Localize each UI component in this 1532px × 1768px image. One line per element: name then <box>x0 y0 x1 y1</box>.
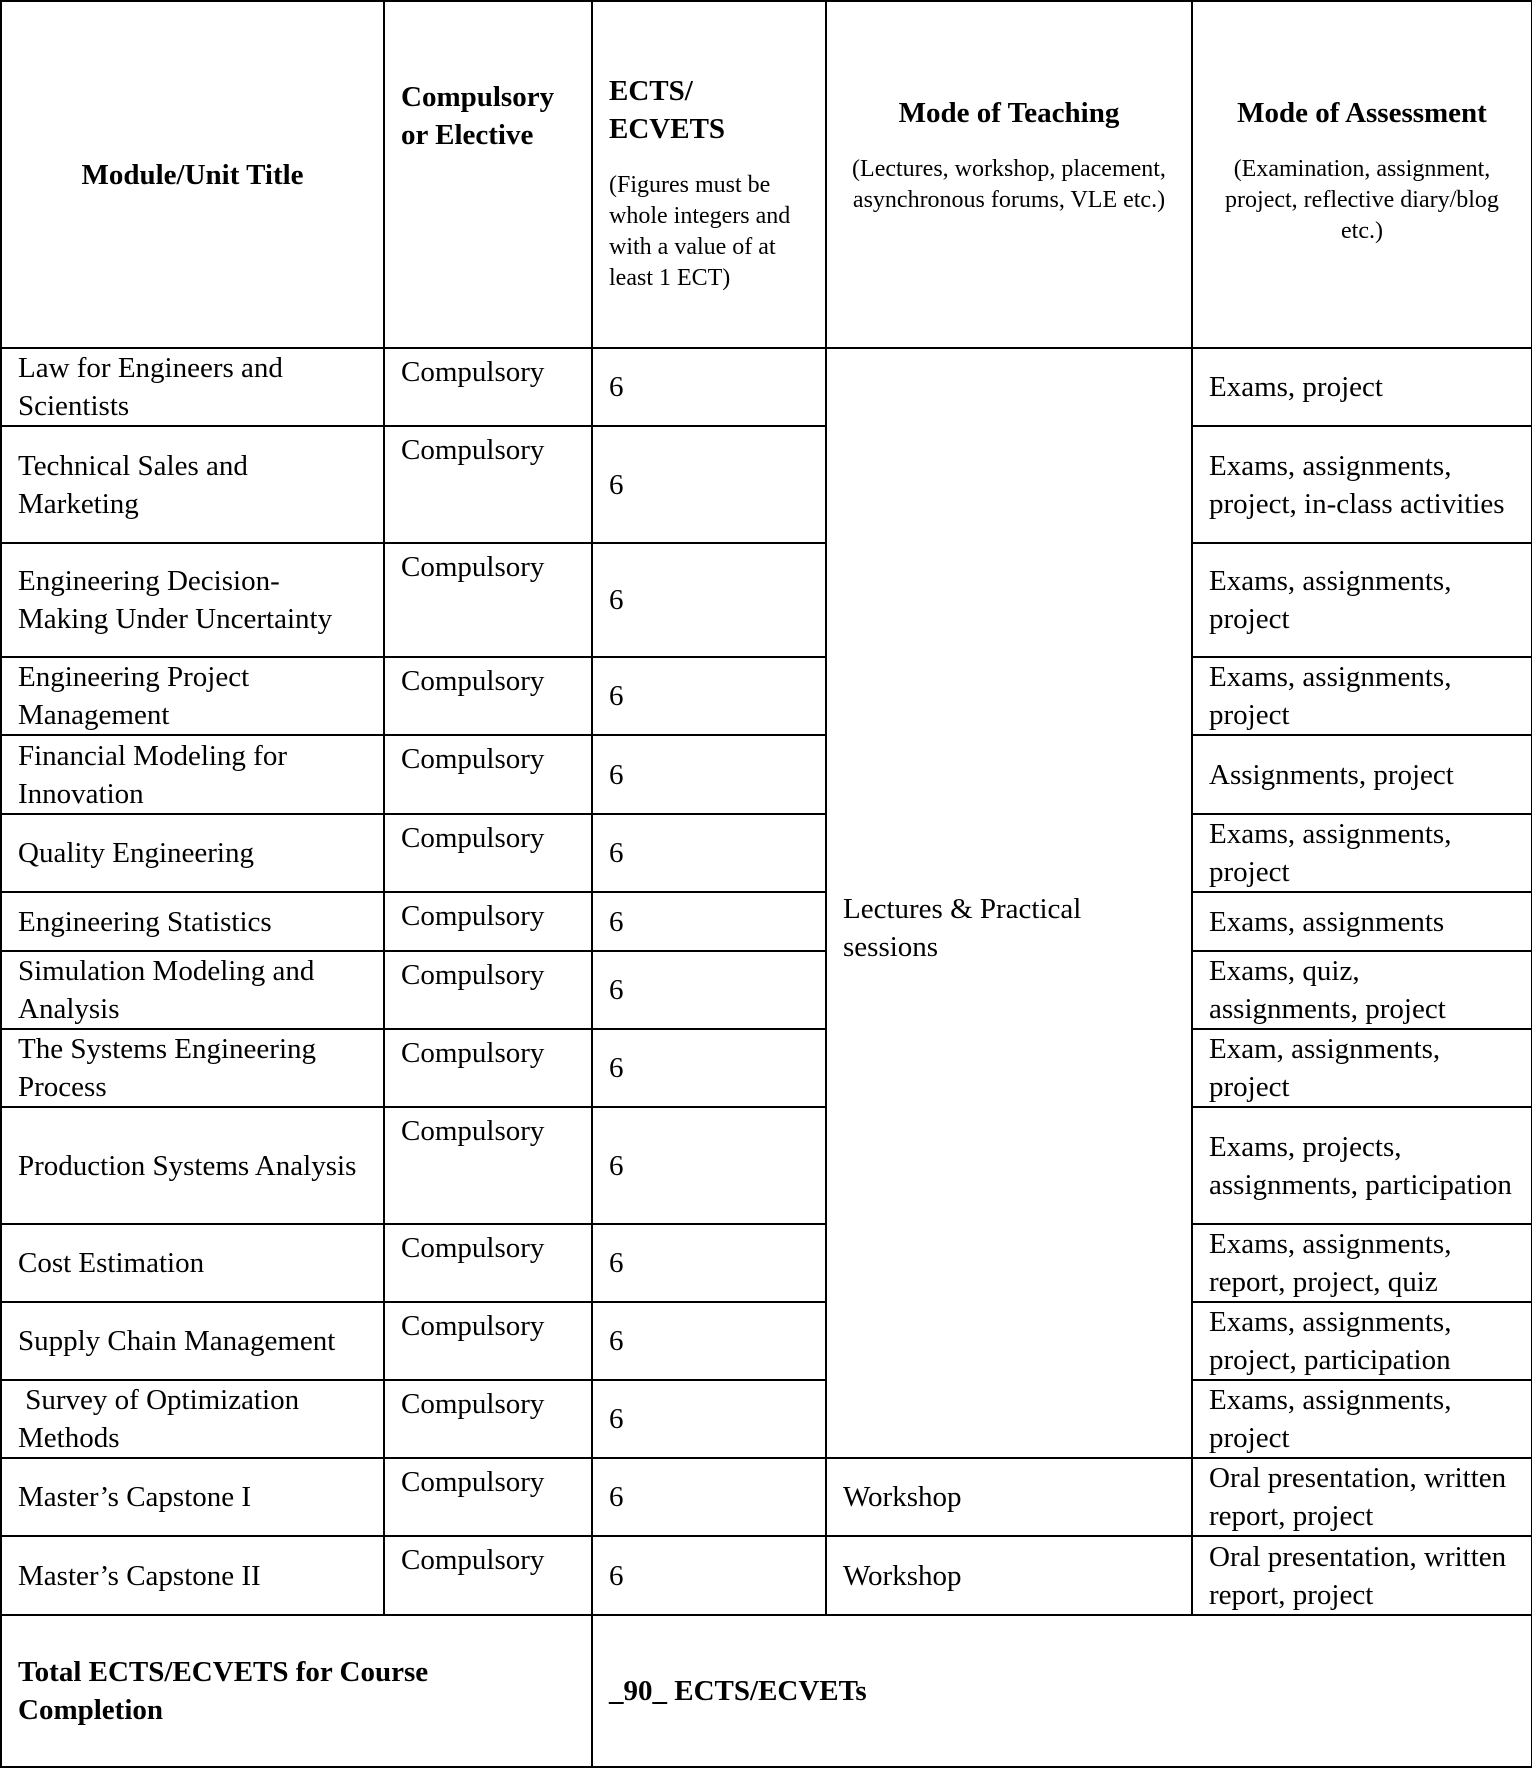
module-title: Supply Chain Management <box>0 1301 385 1381</box>
module-assessment: Exams, project <box>1191 347 1532 427</box>
module-ects: 6 <box>591 1106 827 1225</box>
module-assessment: Oral presentation, written report, proje… <box>1191 1535 1532 1616</box>
header-ects-label: ECTS/ ECVETS <box>609 75 726 145</box>
table-row: Engineering Project Management Compulsory… <box>0 656 1532 736</box>
module-ects: 6 <box>591 891 827 952</box>
module-ects: 6 <box>591 734 827 815</box>
table-row: Master’s Capstone II Compulsory 6 Workshop O… <box>0 1535 1532 1616</box>
module-ects: 6 <box>591 542 827 658</box>
module-title: Simulation Modeling and Analysis <box>0 950 385 1030</box>
total-label: Total ECTS/ECVETS for Course Completion <box>0 1614 593 1768</box>
module-type: Compulsory <box>383 1457 593 1537</box>
header-assessment-label: Mode of Assessment <box>1237 97 1487 129</box>
module-ects: 6 <box>591 1379 827 1459</box>
module-ects: 6 <box>591 1028 827 1108</box>
table-row: Engineering Decision-Making Under Uncert… <box>0 542 1532 658</box>
table-row: Cost Estimation Compulsory 6 Exams, assignm… <box>0 1223 1532 1303</box>
header-assessment-note: (Examination, assignment, project, refle… <box>1225 156 1499 244</box>
module-ects: 6 <box>591 1301 827 1381</box>
table-row: Survey of Optimization Methods Compulsory… <box>0 1379 1532 1459</box>
table-row: Production Systems Analysis Compulsory 6 Ex… <box>0 1106 1532 1225</box>
module-assessment: Exams, assignments, report, project, qui… <box>1191 1223 1532 1303</box>
module-title: Technical Sales and Marketing <box>0 425 385 544</box>
module-type: Compulsory <box>383 813 593 893</box>
table-row: Financial Modeling for Innovation Compuls… <box>0 734 1532 815</box>
module-assessment: Oral presentation, written report, proje… <box>1191 1457 1532 1537</box>
module-assessment: Exams, assignments, project <box>1191 813 1532 893</box>
module-title: Financial Modeling for Innovation <box>0 734 385 815</box>
module-assessment: Exams, assignments, project, in-class ac… <box>1191 425 1532 544</box>
module-type: Compulsory <box>383 656 593 736</box>
table-row: The Systems Engineering Process Compulsor… <box>0 1028 1532 1108</box>
module-assessment: Exams, assignments, project <box>1191 1379 1532 1459</box>
module-assessment: Exams, assignments, project <box>1191 542 1532 658</box>
module-title: Engineering Statistics <box>0 891 385 952</box>
header-teaching: Mode of Teaching (Lectures, workshop, pl… <box>825 0 1193 349</box>
header-title: Module/Unit Title <box>0 0 385 349</box>
module-type: Compulsory <box>383 542 593 658</box>
module-ects: 6 <box>591 347 827 427</box>
module-ects: 6 <box>591 813 827 893</box>
module-teaching: Workshop <box>825 1457 1193 1537</box>
table-row: Master’s Capstone I Compulsory 6 Workshop Or… <box>0 1457 1532 1537</box>
module-assessment: Exams, assignments, project, participati… <box>1191 1301 1532 1381</box>
module-title: The Systems Engineering Process <box>0 1028 385 1108</box>
table-row: Quality Engineering Compulsory 6 Exams, ass… <box>0 813 1532 893</box>
module-type: Compulsory <box>383 347 593 427</box>
module-title: Quality Engineering <box>0 813 385 893</box>
module-assessment: Assignments, project <box>1191 734 1532 815</box>
module-title: Engineering Project Management <box>0 656 385 736</box>
table-row: Supply Chain Management Compulsory 6 Exams,… <box>0 1301 1532 1381</box>
module-teaching-shared: Lectures & Practical sessions <box>825 347 1193 1459</box>
header-teaching-note: (Lectures, workshop, placement, asynchro… <box>852 156 1166 213</box>
module-type: Compulsory <box>383 1379 593 1459</box>
module-type: Compulsory <box>383 1301 593 1381</box>
module-title: Production Systems Analysis <box>0 1106 385 1225</box>
module-assessment: Exams, quiz, assignments, project <box>1191 950 1532 1030</box>
header-teaching-label: Mode of Teaching <box>898 97 1120 129</box>
module-type: Compulsory <box>383 950 593 1030</box>
table-row: Technical Sales and Marketing Compulsory 6… <box>0 425 1532 544</box>
module-assessment: Exams, projects, assignments, participat… <box>1191 1106 1532 1225</box>
module-type: Compulsory <box>383 425 593 544</box>
header-ects-note: (Figures must be whole integers and with… <box>609 172 791 291</box>
module-title: Cost Estimation <box>0 1223 385 1303</box>
module-title: Survey of Optimization Methods <box>0 1379 385 1459</box>
table-row: Law for Engineers and Scientists Compulso… <box>0 347 1532 1459</box>
module-ects: 6 <box>591 656 827 736</box>
module-assessment: Exams, assignments, project <box>1191 656 1532 736</box>
module-ects: 6 <box>591 1223 827 1303</box>
module-type: Compulsory <box>383 891 593 952</box>
module-ects: 6 <box>591 1457 827 1537</box>
total-row: Total ECTS/ECVETS for Course Completion … <box>0 1614 1532 1768</box>
module-title: Master’s Capstone II <box>0 1535 385 1616</box>
module-title: Law for Engineers and Scientists <box>0 347 385 427</box>
module-ects: 6 <box>591 425 827 544</box>
header-type: Compulsory or Elective <box>383 0 593 349</box>
module-teaching: Workshop <box>825 1535 1193 1616</box>
module-title: Engineering Decision-Making Under Uncert… <box>0 542 385 658</box>
module-assessment: Exam, assignments, project <box>1191 1028 1532 1108</box>
module-assessment: Exams, assignments <box>1191 891 1532 952</box>
module-type: Compulsory <box>383 1223 593 1303</box>
total-value: _90_ ECTS/ECVETs <box>591 1614 1532 1768</box>
table-row: Engineering Statistics Compulsory 6 Exams, … <box>0 891 1532 952</box>
module-type: Compulsory <box>383 1535 593 1616</box>
module-type: Compulsory <box>383 1028 593 1108</box>
header-row: Module/Unit Title Compulsory or Elective… <box>0 0 1532 349</box>
header-ects: ECTS/ ECVETS (Figures must be whole inte… <box>591 0 827 349</box>
module-type: Compulsory <box>383 734 593 815</box>
module-ects: 6 <box>591 950 827 1030</box>
module-type: Compulsory <box>383 1106 593 1225</box>
module-title: Master’s Capstone I <box>0 1457 385 1537</box>
header-assessment: Mode of Assessment (Examination, assignm… <box>1191 0 1532 349</box>
module-ects: 6 <box>591 1535 827 1616</box>
table-row: Simulation Modeling and Analysis Compulso… <box>0 950 1532 1030</box>
